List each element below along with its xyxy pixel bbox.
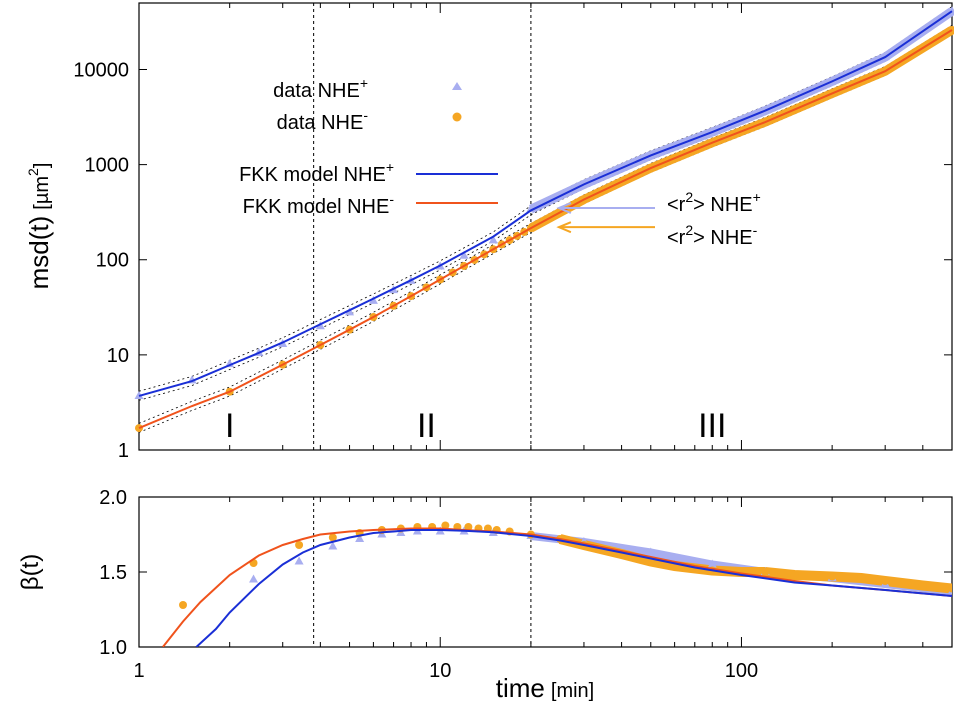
annotation-arrow-head [556,221,572,234]
legend: data NHE+ data NHE- FKK model NHE+ FKK m… [239,75,498,218]
x-axis-label: time [min] [496,673,594,703]
msd-fkk-line-nhe-minus [138,29,953,430]
beta-nhe-plus-triangle-point [328,541,338,550]
beta-nhe-minus-circle-point [179,601,188,609]
legend-sup: - [363,107,368,123]
beta-nhe-minus-circle-point [328,533,337,542]
annotation-sup: - [753,222,758,238]
legend-circle-marker [452,112,462,122]
beta-nhe-minus-circle-point [790,571,799,579]
legend-sup: + [386,159,394,175]
legend-entry-fkk-nhe-plus: FKK model NHE+ [239,159,498,186]
legend-sup: - [389,191,394,207]
beta-nhe-minus-circle-point [295,541,304,549]
annotation-sup: 2 [685,189,693,205]
msd-nhe-plus-triangle-point [459,250,469,259]
beta-ytick-label: 2.0 [99,487,127,509]
beta-ylabel: β(t) [17,554,44,590]
annotation-sup: 2 [685,222,693,238]
legend-entry-data-nhe-minus: data NHE- [277,107,462,134]
annotation-r2-nhe-minus: <r2> NHE- [667,222,758,249]
svg-text:msd(t)[µm2]: msd(t) [µm2] [24,163,54,290]
beta-nhe-plus-triangle-point [707,559,717,568]
msd-ytick-label: 1000 [85,155,130,177]
beta-nhe-minus-circle-point [857,574,866,582]
beta-nhe-minus-circle-point [881,577,890,585]
beta-nhe-plus-triangle-point [249,574,259,583]
msd-ylabel-main: msd(t) [24,216,54,290]
msd-nhe-plus-triangle-point [345,307,355,316]
annotation-text: <r [667,194,686,216]
annotation-text: <r [667,227,686,249]
legend-triangle-marker [452,82,462,90]
msd-ylabel-unit: [µm [31,176,53,210]
legend-entry-fkk-nhe-minus: FKK model NHE- [243,191,498,218]
msd-ylabel-unit-close: ] [31,163,53,169]
msd-ylabel: msd(t) [µm2] [24,163,54,290]
beta-nhe-minus-circle-point [761,568,770,576]
annotation-arrow-head [556,202,572,214]
beta-data-band-nhe-minus [558,534,952,594]
beta-nhe-minus-circle-point [828,572,837,581]
svg-text:data NHE-: data NHE- [277,107,369,134]
region-label: III [698,407,726,445]
x-tick-label: 10 [429,660,451,682]
msd-ytick-label: 10 [107,345,129,367]
x-tick-label: 1 [133,660,144,682]
x-axis-label-unit: [min] [551,680,594,702]
legend-label: data NHE [273,80,360,102]
msd-nhe-plus-triangle-point [368,295,378,304]
annotation-text2: > NHE [693,194,752,216]
beta-nhe-minus-circle-point [441,521,450,530]
msd-ytick-label: 1 [118,440,129,462]
legend-label: FKK model NHE [243,196,390,218]
region-label: I [225,407,234,445]
msd-plot-frame [138,2,953,451]
beta-ylabel-text: β(t) [17,554,44,590]
beta-nhe-minus-circle-point [464,523,473,531]
legend-sup: + [360,75,368,91]
msd-ytick-label: 100 [96,250,129,272]
svg-text:<r2> NHE-: <r2> NHE- [667,222,758,249]
msd-fkk-line-nhe-plus [138,10,953,397]
beta-nhe-minus-circle-point [948,584,952,593]
msd-ylabel-unit-sup: 2 [25,168,41,176]
beta-nhe-plus-triangle-point [355,534,365,542]
legend-label: data NHE [277,112,364,134]
beta-ytick-label: 1.0 [99,637,127,659]
x-tick-label: 100 [725,660,758,682]
svg-text:FKK model NHE+: FKK model NHE+ [239,159,394,186]
msd-nhe-plus-triangle-point [488,235,498,244]
annotation-text2: > NHE [693,227,752,249]
x-axis-label-main: time [496,673,545,703]
beta-fkk-line-nhe-plus [195,529,952,647]
beta-nhe-minus-circle-point [918,581,927,590]
beta-fkk-line-nhe-minus [162,527,952,647]
region-label: II [417,407,436,445]
beta-nhe-plus-triangle-point [294,556,304,565]
legend-entry-data-nhe-plus: data NHE+ [273,75,462,102]
beta-plot-clip [162,521,952,647]
legend-label: FKK model NHE [239,164,386,186]
svg-text:FKK model NHE-: FKK model NHE- [243,191,395,218]
svg-text:data NHE+: data NHE+ [273,75,368,102]
annotation-sup: + [753,189,761,205]
svg-text:<r2> NHE+: <r2> NHE+ [667,189,761,216]
msd-ytick-label: 10000 [73,59,129,81]
beta-plot: 1.0 1.5 2.0 1 10 100 [99,487,953,682]
annotation-r2-nhe-plus: <r2> NHE+ [667,189,761,216]
beta-ytick-label: 1.5 [99,562,127,584]
beta-nhe-plus-triangle-point [646,547,656,556]
